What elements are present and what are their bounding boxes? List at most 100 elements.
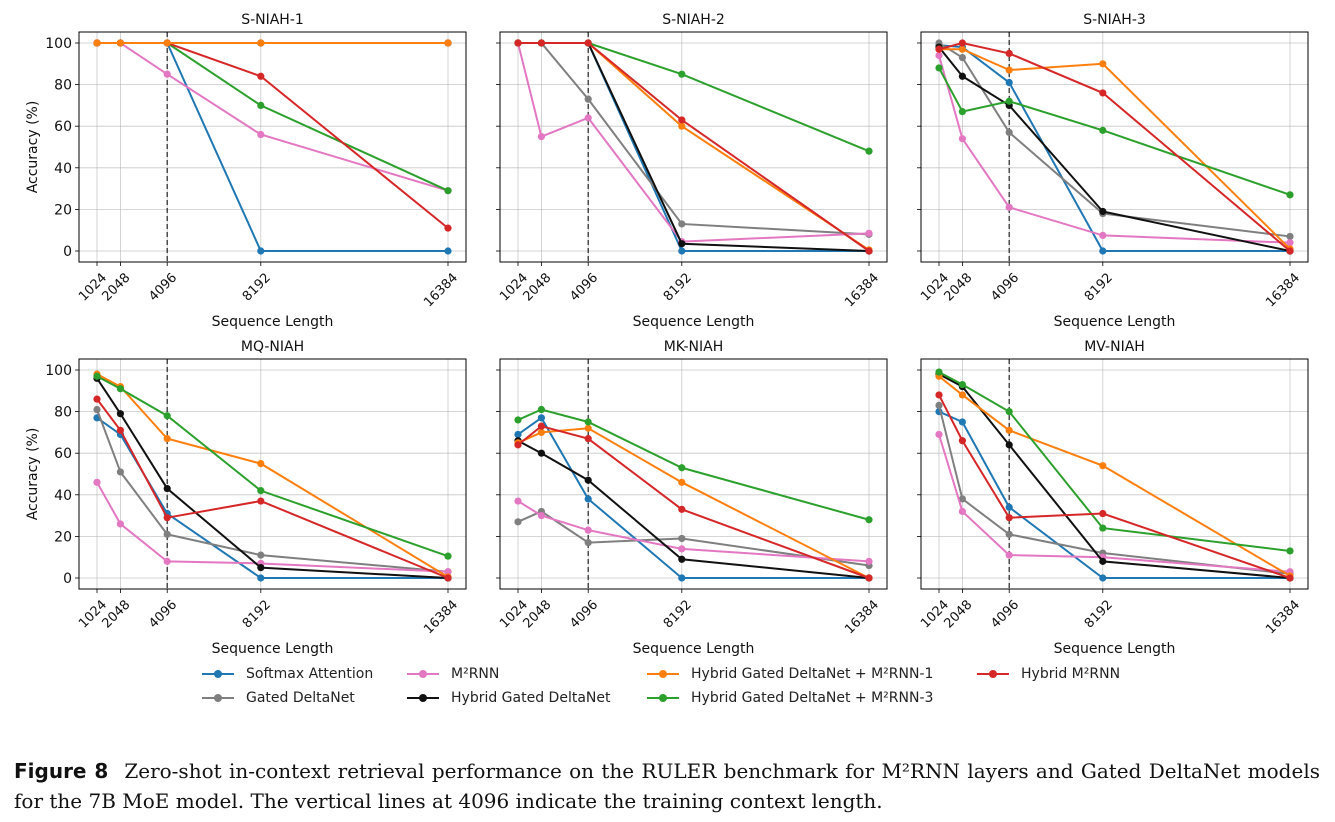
data-point bbox=[1005, 203, 1013, 211]
series-line bbox=[96, 375, 449, 558]
series-m2rnn bbox=[935, 51, 1294, 247]
data-point bbox=[257, 487, 265, 495]
data-point bbox=[1099, 231, 1107, 239]
data-point bbox=[865, 247, 873, 255]
series-gated-deltanet bbox=[935, 401, 1294, 578]
legend-swatch bbox=[975, 667, 1011, 681]
data-point bbox=[116, 520, 124, 528]
data-point bbox=[163, 530, 171, 538]
data-point bbox=[444, 574, 452, 582]
legend-label: M²RNN bbox=[451, 666, 500, 682]
data-point bbox=[1099, 509, 1107, 518]
data-point bbox=[678, 122, 686, 130]
series-line bbox=[938, 434, 1291, 573]
legend-item-hybrid-gated-deltanet-m2rnn-3: Hybrid Gated DeltaNet + M²RNN-3 bbox=[645, 690, 933, 706]
data-point bbox=[514, 441, 522, 449]
y-tick-label: 100 bbox=[45, 363, 72, 379]
data-point bbox=[1005, 514, 1013, 522]
data-point bbox=[163, 412, 171, 420]
data-point bbox=[1286, 247, 1294, 255]
x-tick-label: 4096 bbox=[988, 597, 1022, 631]
series-line bbox=[938, 371, 1291, 552]
data-point bbox=[584, 114, 592, 122]
data-point bbox=[958, 72, 967, 80]
data-point bbox=[958, 108, 967, 116]
y-tick-label: 40 bbox=[54, 161, 72, 177]
legend-item-softmax-attention: Softmax Attention bbox=[200, 666, 373, 682]
series-softmax-attention bbox=[514, 414, 873, 582]
data-point bbox=[584, 476, 592, 484]
series-line bbox=[97, 42, 449, 192]
panel-title: MV-NIAH bbox=[1084, 339, 1145, 355]
series-hybrid-m2rnn bbox=[93, 39, 452, 232]
plot-frame bbox=[920, 358, 1309, 590]
data-point bbox=[958, 507, 967, 516]
x-tick-label: 4096 bbox=[146, 270, 180, 304]
y-tick-label: 60 bbox=[54, 446, 72, 462]
x-axis-label: Sequence Length bbox=[1054, 314, 1176, 330]
data-point bbox=[444, 187, 452, 195]
panel-title: MK-NIAH bbox=[664, 339, 724, 355]
series-m2rnn bbox=[514, 497, 873, 565]
data-point bbox=[163, 435, 171, 443]
legend-item-m2rnn: M²RNN bbox=[405, 666, 499, 682]
data-point bbox=[93, 395, 101, 403]
data-point bbox=[958, 53, 967, 62]
data-point bbox=[257, 564, 265, 572]
y-axis-label: Accuracy (%) bbox=[25, 428, 41, 521]
x-axis-label: Sequence Length bbox=[212, 314, 334, 330]
data-point bbox=[935, 391, 943, 399]
x-tick-label: 8192 bbox=[240, 597, 274, 631]
data-point bbox=[93, 372, 101, 380]
x-tick-label: 8192 bbox=[1082, 270, 1116, 304]
data-point bbox=[1286, 547, 1294, 555]
series-hybrid-gated-deltanet-m2rnn-3 bbox=[935, 64, 1294, 199]
series-line bbox=[517, 416, 869, 579]
series-softmax-attention bbox=[935, 41, 1294, 255]
data-point bbox=[935, 45, 943, 53]
series-line bbox=[96, 417, 448, 579]
data-point bbox=[1005, 97, 1013, 105]
data-point bbox=[514, 416, 522, 424]
data-point bbox=[1286, 239, 1294, 247]
series-hybrid-gated-deltanet-m2rnn-3 bbox=[514, 405, 873, 524]
data-point bbox=[514, 39, 522, 47]
data-point bbox=[678, 534, 686, 543]
data-point bbox=[865, 147, 873, 155]
data-point bbox=[1099, 247, 1107, 255]
x-tick-label: 4096 bbox=[988, 270, 1022, 304]
y-axis-label: Accuracy (%) bbox=[25, 101, 41, 194]
x-tick-label: 16384 bbox=[1263, 597, 1303, 637]
data-point bbox=[678, 464, 686, 472]
data-point bbox=[678, 240, 686, 248]
data-point bbox=[1099, 60, 1107, 68]
series-line bbox=[518, 42, 870, 252]
series-softmax-attention bbox=[93, 39, 452, 255]
data-point bbox=[678, 478, 686, 486]
data-point bbox=[537, 511, 546, 520]
legend-item-hybrid-gated-deltanet-m2rnn-1: Hybrid Gated DeltaNet + M²RNN-1 bbox=[645, 666, 933, 682]
y-tick-label: 0 bbox=[63, 571, 72, 587]
series-line bbox=[97, 42, 448, 252]
data-point bbox=[514, 518, 522, 526]
figure-caption: Figure 8 Zero-shot in-context retrieval p… bbox=[14, 756, 1320, 816]
series-gated-deltanet bbox=[93, 405, 452, 576]
series-m2rnn bbox=[93, 39, 452, 195]
data-point bbox=[163, 70, 171, 78]
series-m2rnn bbox=[93, 478, 452, 576]
data-point bbox=[958, 380, 967, 389]
legend-item-gated-deltanet: Gated DeltaNet bbox=[200, 690, 355, 706]
series-line bbox=[518, 42, 870, 236]
data-point bbox=[584, 526, 592, 534]
data-point bbox=[958, 495, 967, 503]
data-point bbox=[678, 505, 686, 513]
series-hybrid-gated-deltanet bbox=[935, 370, 1294, 582]
data-point bbox=[678, 70, 686, 78]
y-tick-label: 0 bbox=[63, 244, 72, 260]
data-point bbox=[865, 229, 873, 237]
data-point bbox=[584, 418, 592, 426]
data-point bbox=[678, 574, 686, 582]
data-point bbox=[865, 557, 873, 565]
data-point bbox=[257, 551, 265, 559]
